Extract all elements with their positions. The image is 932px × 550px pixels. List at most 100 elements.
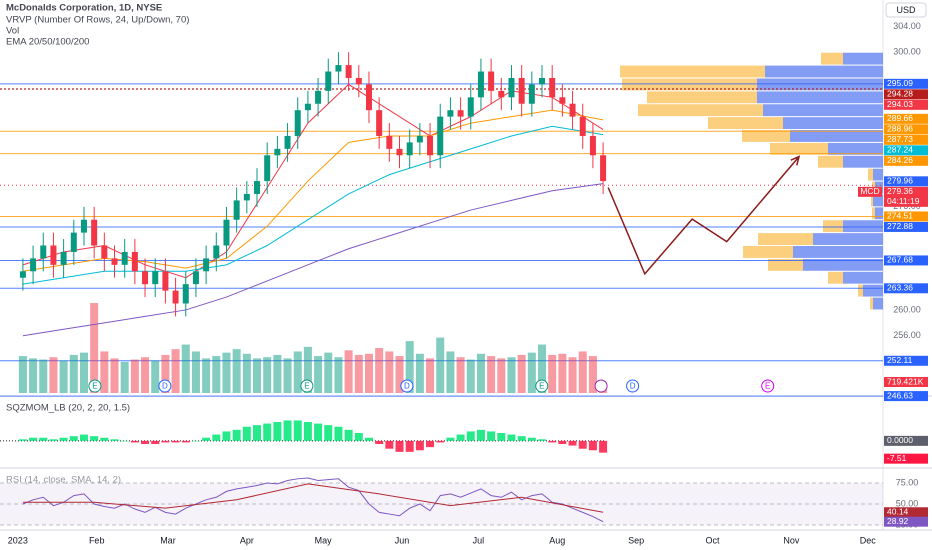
x-tick-label: Mar (160, 535, 176, 545)
volume-bar (120, 361, 129, 393)
countdown: 04:11:19 (887, 196, 920, 206)
chart-title: McDonalds Corporation, 1D, NYSE (6, 3, 162, 14)
volume-bar (588, 356, 597, 393)
event-label: D (404, 382, 410, 391)
momentum-bar (303, 422, 312, 441)
momentum-bar (354, 433, 363, 441)
volume-bar (232, 349, 241, 393)
momentum-bar (181, 440, 190, 443)
momentum-bar (364, 437, 373, 441)
event-marker (300, 379, 314, 393)
zero-label: 0.0000 (887, 435, 913, 445)
x-tick-label: Sep (628, 535, 644, 545)
event-label: E (765, 382, 770, 391)
momentum-bar (538, 439, 547, 441)
momentum-bar (375, 440, 384, 444)
momentum-bar (212, 434, 221, 441)
momentum-label-bg (884, 453, 928, 464)
candle-body (233, 200, 240, 220)
volume-bar (18, 356, 27, 393)
volume-bar (191, 351, 200, 393)
momentum-bar (466, 431, 475, 441)
price-label-bg (884, 78, 928, 89)
candle-body (396, 148, 403, 156)
momentum-bar (222, 431, 231, 441)
profile-up (783, 117, 883, 130)
rsi-ma-label: 40.14 (887, 507, 909, 517)
candle-body (518, 77, 525, 104)
momentum-bar (334, 426, 343, 441)
volume-bar (385, 351, 394, 393)
profile-down (870, 297, 873, 310)
price-label-bg (884, 145, 928, 156)
currency-label[interactable]: USD (896, 5, 916, 15)
candle-body (579, 116, 586, 136)
profile-up (813, 233, 883, 246)
volume-bar (538, 344, 547, 393)
candle-body (437, 116, 444, 156)
candle-body (50, 245, 57, 265)
candle-body (274, 148, 281, 156)
x-tick-label: Apr (240, 535, 254, 545)
momentum-bar (202, 437, 211, 441)
volume-bar (253, 358, 262, 393)
price-label: 274.51 (887, 211, 913, 221)
candle-body (80, 219, 87, 233)
momentum-bar (548, 440, 557, 443)
profile-down (828, 271, 843, 284)
momentum-bar (507, 434, 516, 441)
candle-body (406, 142, 413, 156)
price-label: 279.36 (887, 186, 913, 196)
event-marker (400, 379, 414, 393)
volume-bar (39, 359, 48, 393)
price-label: 295.09 (887, 78, 913, 88)
momentum-bar (283, 420, 292, 441)
rsi-ma-line (22, 483, 604, 513)
candle-body (416, 135, 423, 143)
volume-bar (436, 337, 445, 393)
momentum-bar (191, 440, 200, 442)
volume-bar (415, 353, 424, 393)
volume-label: 719.421K (887, 376, 924, 386)
y-tick-label: 304.00 (893, 21, 921, 31)
momentum-bar (344, 429, 353, 441)
momentum-bar (395, 440, 404, 452)
momentum-bar (263, 423, 272, 441)
x-tick-label: Dec (860, 535, 877, 545)
event-label: E (539, 382, 544, 391)
currency-button[interactable] (885, 2, 927, 18)
rsi-ma-label-bg (884, 507, 928, 518)
price-label: 287.24 (887, 145, 913, 155)
volume-bar (395, 356, 404, 393)
profile-up (843, 52, 883, 65)
candle-body (447, 110, 454, 117)
y-tick-label: 256.00 (893, 330, 921, 340)
candle-body (101, 245, 108, 259)
candle-body (121, 251, 128, 265)
price-label-bg (884, 355, 928, 366)
x-tick-label: Feb (89, 535, 105, 545)
momentum-bar (476, 429, 485, 441)
volume-bar (303, 346, 312, 393)
indicator-label: EMA 20/50/100/200 (6, 37, 89, 48)
volume-bar (130, 359, 139, 393)
momentum-bar (130, 440, 139, 443)
volume-bar (446, 351, 455, 393)
momentum-bar (578, 440, 587, 449)
candle-body (386, 135, 393, 149)
profile-down (708, 117, 783, 130)
profile-down (768, 258, 803, 271)
price-label-bg (884, 391, 928, 402)
y-tick-label: 260.00 (893, 304, 921, 314)
symbol-tag-bg (858, 186, 882, 197)
volume-bar (476, 353, 485, 393)
volume-bar (263, 357, 272, 393)
volume-bar (59, 360, 68, 393)
momentum-bar (436, 440, 445, 443)
volume-bar (222, 352, 231, 393)
x-tick-label: Oct (705, 535, 720, 545)
candle-body (345, 65, 352, 78)
symbol-tag: MCD (860, 186, 879, 196)
event-marker (761, 379, 775, 393)
